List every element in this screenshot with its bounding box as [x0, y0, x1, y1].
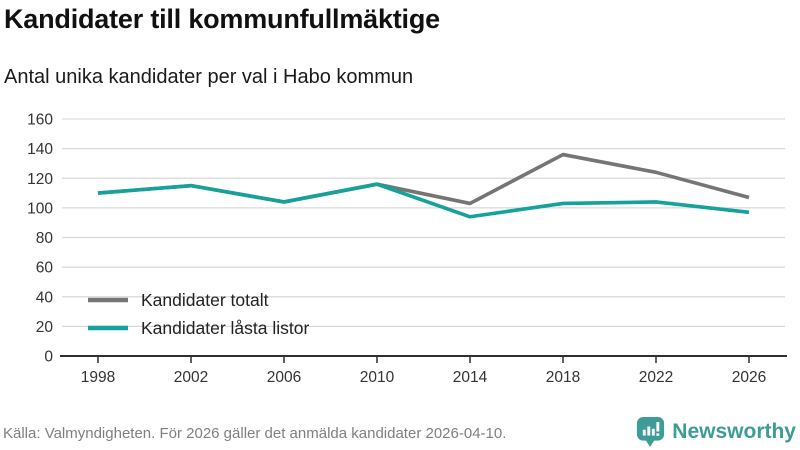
newsworthy-logo[interactable]: Newsworthy — [636, 416, 796, 447]
legend-item: Kandidater låsta listor — [88, 318, 309, 338]
x-tick-label: 2018 — [546, 369, 580, 386]
legend-label: Kandidater totalt — [141, 290, 269, 310]
series-line-kandidater-totalt — [97, 152, 750, 206]
y-tick-label: 140 — [27, 141, 53, 158]
x-tick-label: 1998 — [81, 369, 115, 386]
x-tick-label: 2006 — [267, 369, 301, 386]
y-tick-label: 80 — [36, 230, 54, 247]
legend-label: Kandidater låsta listor — [141, 318, 309, 338]
x-axis-ticks — [97, 357, 750, 363]
y-tick-label: 60 — [36, 260, 54, 277]
y-tick-label: 100 — [27, 200, 53, 217]
source-note: Källa: Valmyndigheten. För 2026 gäller d… — [3, 425, 507, 442]
newsworthy-icon — [636, 416, 665, 447]
y-tick-label: 20 — [36, 319, 54, 336]
series-line-kandidater-l-sta-listor — [97, 182, 750, 219]
brand-name: Newsworthy — [672, 419, 796, 443]
x-tick-label: 2026 — [732, 369, 766, 386]
legend-item: Kandidater totalt — [88, 290, 269, 310]
x-tick-label: 2022 — [639, 369, 673, 386]
y-axis-labels: 0 20 40 60 80 100 120 140 160 — [27, 112, 53, 366]
x-tick-label: 2014 — [453, 369, 488, 386]
legend: Kandidater totalt Kandidater låsta listor — [88, 290, 309, 338]
y-tick-label: 160 — [27, 112, 53, 129]
line-chart: 0 20 40 60 80 100 120 140 160 1998 2002 2006 2010 201… — [27, 112, 787, 386]
x-axis-labels: 1998 2002 2006 2010 2014 2018 2022 2026 — [81, 369, 766, 386]
page-title: Kandidater till kommunfullmäktige — [4, 4, 440, 34]
x-tick-label: 2002 — [174, 369, 208, 386]
y-tick-label: 40 — [36, 289, 54, 306]
chart-subtitle: Antal unika kandidater per val i Habo ko… — [4, 66, 414, 88]
y-tick-label: 0 — [44, 349, 53, 366]
x-tick-label: 2010 — [360, 369, 395, 386]
grid-lines — [62, 118, 785, 328]
y-tick-label: 120 — [27, 171, 53, 188]
